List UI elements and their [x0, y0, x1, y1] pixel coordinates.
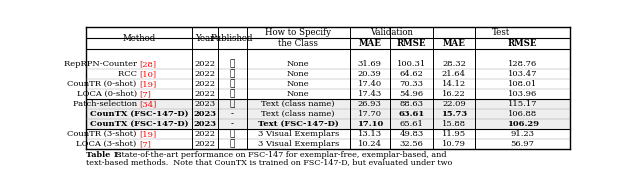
Text: [28]: [28] [140, 60, 156, 68]
Text: 64.62: 64.62 [399, 70, 423, 78]
Bar [86, 109, 570, 119]
Bar [86, 119, 570, 129]
Text: 28.32: 28.32 [442, 60, 466, 68]
Text: 106.29: 106.29 [506, 120, 538, 128]
Text: None: None [287, 70, 310, 78]
Text: 103.47: 103.47 [508, 70, 537, 78]
Text: None: None [287, 60, 310, 68]
Bar [86, 99, 570, 109]
Text: Published: Published [211, 34, 253, 43]
Text: 106.88: 106.88 [508, 110, 537, 118]
Text: 20.39: 20.39 [358, 70, 382, 78]
Text: 3 Visual Exemplars: 3 Visual Exemplars [257, 130, 339, 138]
Text: 10.24: 10.24 [358, 140, 382, 148]
Text: 11.95: 11.95 [442, 130, 466, 138]
Text: 91.23: 91.23 [511, 130, 534, 138]
Text: 14.12: 14.12 [442, 80, 466, 88]
Text: 2023: 2023 [194, 110, 217, 118]
Text: 15.73: 15.73 [441, 110, 467, 118]
Text: 65.61: 65.61 [399, 120, 423, 128]
Text: Year: Year [196, 34, 215, 43]
Text: 15.88: 15.88 [442, 120, 466, 128]
Text: CounTX (FSC-147-D): CounTX (FSC-147-D) [90, 120, 189, 128]
Text: 17.43: 17.43 [358, 90, 382, 98]
Text: 115.17: 115.17 [508, 100, 537, 108]
Text: 2022: 2022 [195, 90, 216, 98]
Text: [19]: [19] [140, 130, 157, 138]
Text: 10.79: 10.79 [442, 140, 466, 148]
Text: [19]: [19] [140, 80, 157, 88]
Text: CounTR (3-shot): CounTR (3-shot) [67, 130, 140, 138]
Text: ✓: ✓ [230, 59, 235, 68]
Text: State-of-the-art performance on FSC-147 for exemplar-free, exemplar-based, and: State-of-the-art performance on FSC-147 … [111, 151, 447, 159]
Text: MAE: MAE [358, 39, 381, 48]
Text: 70.33: 70.33 [399, 80, 423, 88]
Text: RCC: RCC [118, 70, 140, 78]
Text: 2022: 2022 [195, 130, 216, 138]
Text: RMSE: RMSE [397, 39, 426, 48]
Text: 2022: 2022 [195, 80, 216, 88]
Text: Text (class name): Text (class name) [261, 110, 335, 118]
Text: RMSE: RMSE [508, 39, 537, 48]
Text: ✗: ✗ [230, 69, 235, 78]
Text: [7]: [7] [140, 140, 151, 148]
Text: 54.96: 54.96 [399, 90, 424, 98]
Text: ✓: ✓ [230, 79, 235, 88]
Text: [10]: [10] [140, 70, 156, 78]
Text: 49.83: 49.83 [399, 130, 424, 138]
Text: 17.40: 17.40 [358, 80, 382, 88]
Text: 3 Visual Exemplars: 3 Visual Exemplars [257, 140, 339, 148]
Text: [34]: [34] [140, 100, 157, 108]
Text: CounTR (0-shot): CounTR (0-shot) [67, 80, 140, 88]
Text: text-based methods.  Note that CounTX is trained on FSC-147-D, but evaluated und: text-based methods. Note that CounTX is … [86, 158, 452, 166]
Text: 13.13: 13.13 [358, 130, 382, 138]
Text: LOCA (0-shot): LOCA (0-shot) [77, 90, 140, 98]
Text: ✓: ✓ [230, 130, 235, 139]
Text: 88.63: 88.63 [399, 100, 423, 108]
Text: How to Specify
the Class: How to Specify the Class [265, 28, 331, 48]
Text: LOCA (3-shot): LOCA (3-shot) [76, 140, 140, 148]
Text: 22.09: 22.09 [442, 100, 466, 108]
Text: 16.22: 16.22 [442, 90, 466, 98]
Text: 32.56: 32.56 [399, 140, 423, 148]
Text: MAE: MAE [442, 39, 465, 48]
Text: 128.76: 128.76 [508, 60, 537, 68]
Text: None: None [287, 80, 310, 88]
Text: 2023: 2023 [194, 120, 217, 128]
Text: 108.01: 108.01 [508, 80, 537, 88]
Text: 2022: 2022 [195, 60, 216, 68]
Text: Test: Test [492, 28, 510, 37]
Text: 21.64: 21.64 [442, 70, 466, 78]
Text: 100.31: 100.31 [397, 60, 426, 68]
Text: ✓: ✓ [230, 100, 235, 108]
Text: Validation: Validation [370, 28, 413, 37]
Text: 2022: 2022 [195, 140, 216, 148]
Text: Text (class name): Text (class name) [261, 100, 335, 108]
Text: None: None [287, 90, 310, 98]
Text: -: - [231, 110, 234, 119]
Text: -: - [231, 120, 234, 129]
Text: Method: Method [123, 34, 156, 43]
Text: Text (FSC-147-D): Text (FSC-147-D) [258, 120, 339, 128]
Text: [7]: [7] [140, 90, 151, 98]
Text: 31.69: 31.69 [358, 60, 382, 68]
Text: ✗: ✗ [230, 90, 235, 98]
Text: 2022: 2022 [195, 70, 216, 78]
Text: 103.96: 103.96 [508, 90, 537, 98]
Text: 17.70: 17.70 [358, 110, 382, 118]
Text: 17.10: 17.10 [356, 120, 383, 128]
Text: 63.61: 63.61 [398, 110, 424, 118]
Text: CounTX (FSC-147-D): CounTX (FSC-147-D) [90, 110, 189, 118]
Text: 56.97: 56.97 [511, 140, 534, 148]
Text: 2023: 2023 [195, 100, 216, 108]
Text: 26.93: 26.93 [358, 100, 382, 108]
Text: ✗: ✗ [230, 140, 235, 149]
Text: RepRPN-Counter: RepRPN-Counter [63, 60, 140, 68]
Text: Table 1:: Table 1: [86, 151, 122, 159]
Text: Patch-selection: Patch-selection [72, 100, 140, 108]
